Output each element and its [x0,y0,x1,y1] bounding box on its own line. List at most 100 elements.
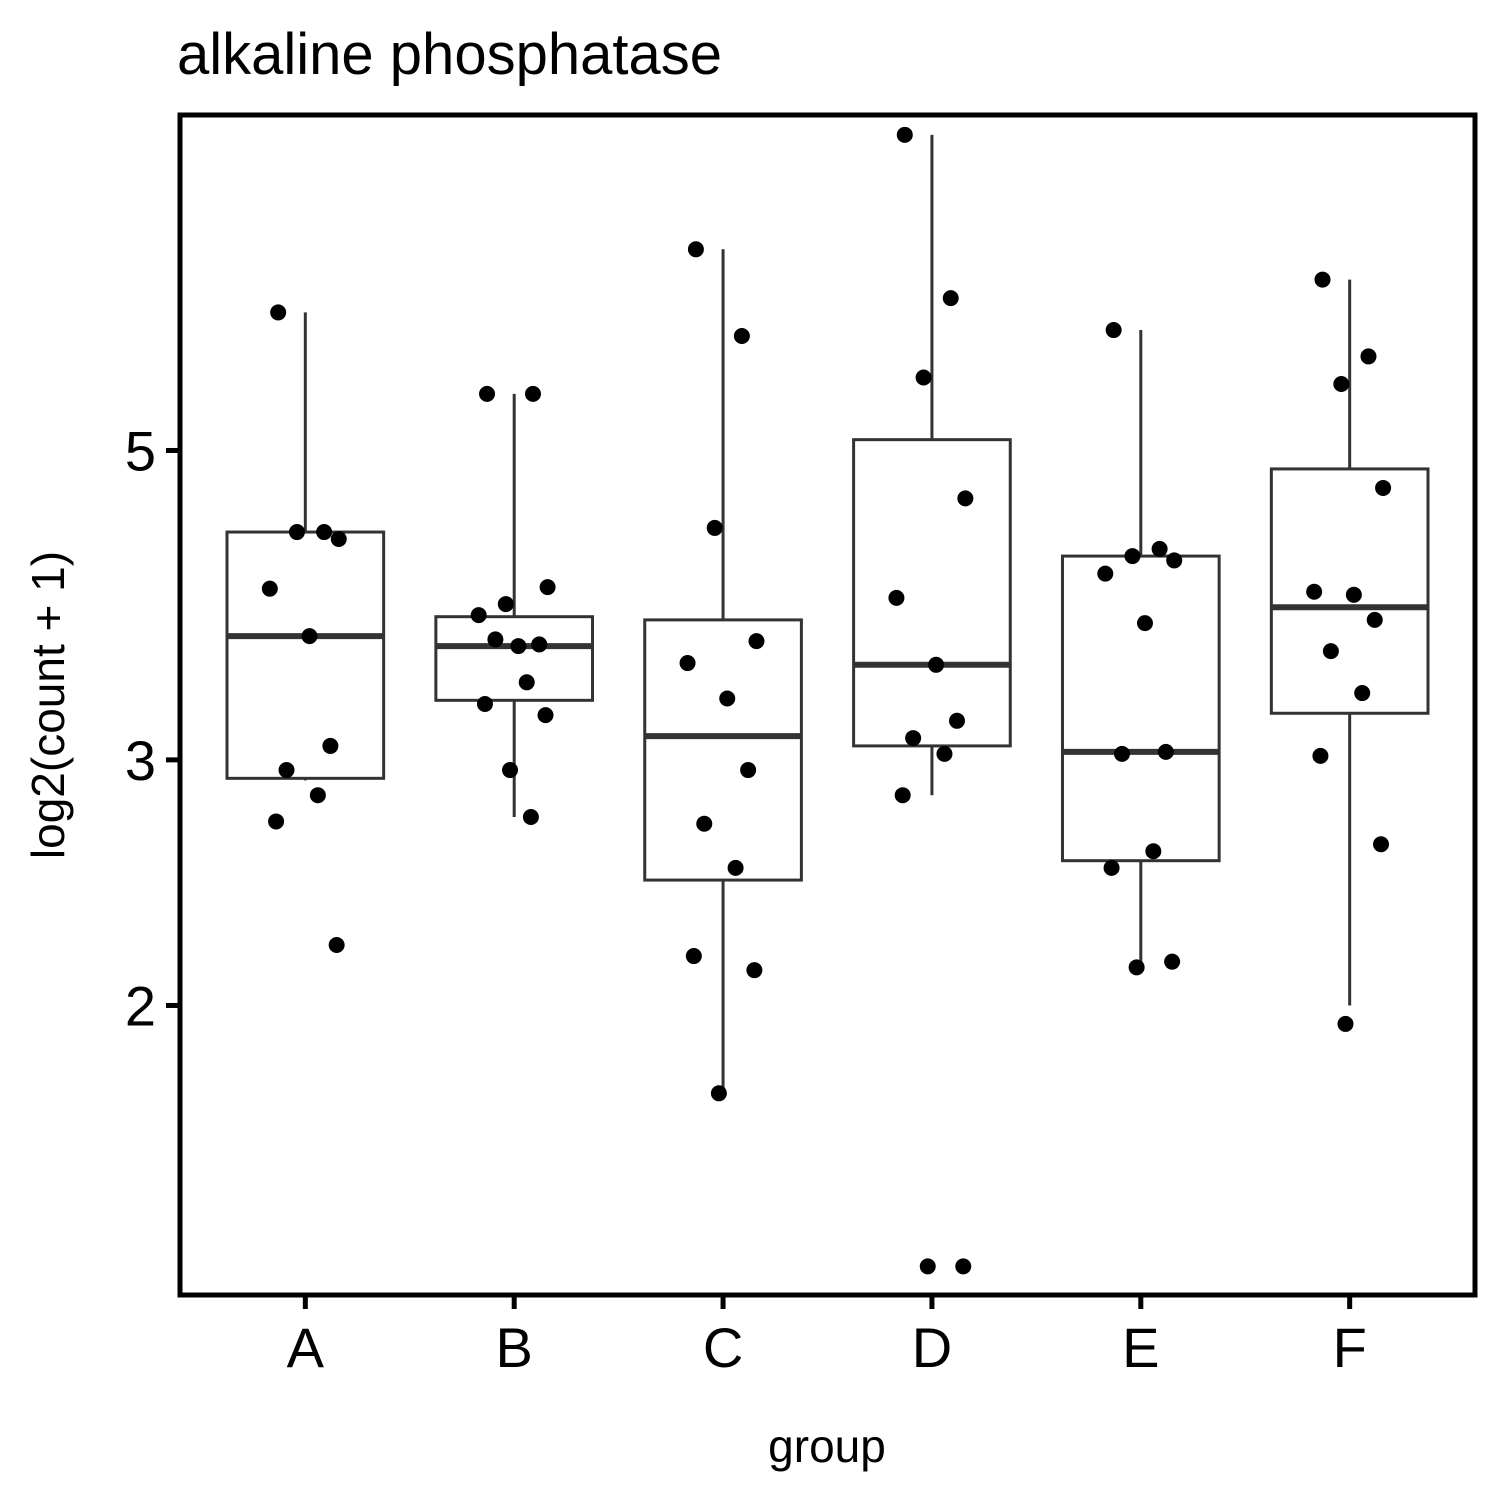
box-group-C [643,241,803,1102]
data-point [1136,615,1153,632]
plot-panel-border [177,112,1478,1298]
data-point [322,737,339,754]
iqr-box [1060,554,1221,863]
data-point [524,385,541,402]
data-point [1151,540,1168,557]
data-point [679,655,696,672]
data-point [740,762,757,779]
data-point [706,519,723,536]
data-point [502,762,519,779]
data-point [1103,859,1120,876]
data-point [330,531,347,548]
data-point [531,636,548,653]
data-point [487,631,504,648]
x-tick-label: C [703,1316,743,1379]
iqr-box [225,530,386,780]
data-point [1097,565,1114,582]
data-point [1354,685,1371,702]
data-point [733,328,750,345]
box-group-D [852,126,1012,1275]
y-axis-title: log2(count + 1) [22,551,74,859]
data-point [522,809,539,826]
data-point [328,936,345,953]
box-group-A [225,304,386,953]
data-point [497,596,514,613]
data-point [928,656,945,673]
data-point [510,638,527,655]
data-point [1333,376,1350,393]
box-group-F [1269,271,1430,1032]
data-point [479,385,496,402]
iqr-box [434,615,595,702]
iqr-box [852,438,1012,748]
data-point [1375,479,1392,496]
data-point [719,690,736,707]
plot-area [225,126,1430,1275]
y-tick-label: 5 [125,419,156,482]
data-point [685,948,702,965]
x-axis-title: group [768,1420,886,1472]
x-tick-label: B [496,1316,533,1379]
x-tick-label: E [1122,1316,1159,1379]
data-point [936,745,953,762]
data-point [1360,348,1377,365]
data-point [894,787,911,804]
iqr-box [643,618,803,882]
data-point [1157,743,1174,760]
data-point [1345,586,1362,603]
chart-title: alkaline phosphatase [177,22,722,87]
box-group-B [434,385,595,826]
data-point [1128,959,1145,976]
data-point [905,730,922,747]
data-point [1373,836,1390,853]
data-point [746,962,763,979]
y-tick-label: 3 [125,729,156,792]
data-point [1105,322,1122,339]
data-point [278,762,295,779]
data-point [1366,611,1383,628]
data-point [957,490,974,507]
data-point [1312,747,1329,764]
data-point [539,579,556,596]
data-point [288,524,305,541]
data-point [518,674,535,691]
y-tick-label: 2 [125,974,156,1037]
data-point [270,304,287,321]
x-axis: A B C D E F [287,1295,1367,1379]
data-point [1124,548,1141,565]
data-point [942,290,959,307]
data-point [1306,583,1323,600]
data-point [949,712,965,729]
data-point [710,1085,727,1102]
data-point [537,707,554,724]
data-point [896,126,913,143]
data-point [1145,843,1162,860]
data-point [261,580,278,597]
data-point [919,1258,936,1275]
data-point [687,241,704,258]
data-point [748,633,765,650]
data-point [727,859,744,876]
data-point [470,607,487,624]
x-tick-label: A [287,1316,325,1379]
data-point [696,815,713,832]
y-axis: 2 3 5 [125,419,180,1037]
data-point [268,813,285,830]
data-point [1166,552,1183,569]
data-point [476,695,493,712]
data-point [1164,953,1181,970]
data-point [1114,745,1131,762]
data-point [301,628,318,645]
data-point [888,589,905,606]
data-point [1314,271,1331,288]
box-group-E [1060,322,1221,976]
data-point [1337,1015,1354,1032]
x-tick-label: F [1333,1316,1367,1379]
data-point [915,369,932,386]
data-point [316,524,333,541]
data-point [1322,643,1339,660]
data-point [309,787,326,804]
x-tick-label: D [912,1316,952,1379]
data-point [955,1258,972,1275]
